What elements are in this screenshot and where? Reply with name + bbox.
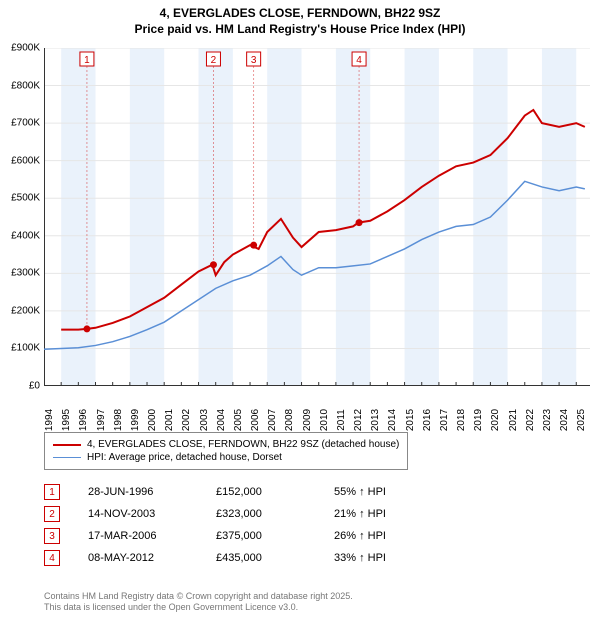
x-tick-label: 2022 <box>525 409 536 431</box>
x-tick-label: 2004 <box>216 409 227 431</box>
x-tick-label: 2023 <box>542 409 553 431</box>
sale-price: £375,000 <box>216 530 306 542</box>
y-tick-label: £800K <box>11 80 40 91</box>
footer-line-2: This data is licensed under the Open Gov… <box>44 602 353 614</box>
x-tick-label: 1995 <box>61 409 72 431</box>
x-tick-label: 2025 <box>576 409 587 431</box>
x-tick-label: 2012 <box>353 409 364 431</box>
sale-marker: 1 <box>44 484 60 500</box>
x-tick-label: 2009 <box>302 409 313 431</box>
svg-text:1: 1 <box>84 55 90 66</box>
x-tick-label: 2005 <box>233 409 244 431</box>
x-tick-label: 2006 <box>250 409 261 431</box>
plot-area: 1 2 3 4 <box>44 48 590 386</box>
footer-line-1: Contains HM Land Registry data © Crown c… <box>44 591 353 603</box>
x-tick-label: 2015 <box>405 409 416 431</box>
sale-delta: 21% ↑ HPI <box>334 508 424 520</box>
sale-row: 4 08-MAY-2012 £435,000 33% ↑ HPI <box>44 550 424 566</box>
x-tick-label: 2000 <box>147 409 158 431</box>
x-tick-label: 2003 <box>199 409 210 431</box>
y-tick-label: £500K <box>11 193 40 204</box>
x-tick-label: 2010 <box>319 409 330 431</box>
x-tick-label: 2018 <box>456 409 467 431</box>
title-line-1: 4, EVERGLADES CLOSE, FERNDOWN, BH22 9SZ <box>0 6 600 22</box>
legend-item: 4, EVERGLADES CLOSE, FERNDOWN, BH22 9SZ … <box>53 439 399 450</box>
sale-delta: 55% ↑ HPI <box>334 486 424 498</box>
y-tick-label: £100K <box>11 343 40 354</box>
svg-text:2: 2 <box>211 55 217 66</box>
legend-label: 4, EVERGLADES CLOSE, FERNDOWN, BH22 9SZ … <box>87 439 399 450</box>
x-tick-label: 2016 <box>422 409 433 431</box>
footer: Contains HM Land Registry data © Crown c… <box>44 591 353 614</box>
sales-table: 1 28-JUN-1996 £152,000 55% ↑ HPI 2 14-NOV-200… <box>44 478 424 572</box>
sale-row: 1 28-JUN-1996 £152,000 55% ↑ HPI <box>44 484 424 500</box>
x-tick-label: 2019 <box>473 409 484 431</box>
y-tick-label: £200K <box>11 305 40 316</box>
y-tick-label: £300K <box>11 268 40 279</box>
sale-marker: 2 <box>44 506 60 522</box>
legend-swatch <box>53 457 81 458</box>
x-tick-label: 1994 <box>44 409 55 431</box>
x-tick-label: 1996 <box>78 409 89 431</box>
x-tick-label: 2017 <box>439 409 450 431</box>
svg-text:3: 3 <box>251 55 257 66</box>
x-tick-label: 2007 <box>267 409 278 431</box>
legend-item: HPI: Average price, detached house, Dors… <box>53 452 399 463</box>
x-tick-label: 1997 <box>96 409 107 431</box>
x-tick-label: 2001 <box>164 409 175 431</box>
sale-delta: 26% ↑ HPI <box>334 530 424 542</box>
x-tick-label: 1999 <box>130 409 141 431</box>
x-tick-label: 2024 <box>559 409 570 431</box>
sale-price: £435,000 <box>216 552 306 564</box>
plot-svg: 1 2 3 4 <box>44 48 590 386</box>
sale-date: 17-MAR-2006 <box>88 530 188 542</box>
chart-container: 4, EVERGLADES CLOSE, FERNDOWN, BH22 9SZ … <box>0 0 600 620</box>
chart-title: 4, EVERGLADES CLOSE, FERNDOWN, BH22 9SZ … <box>0 0 600 37</box>
sale-price: £152,000 <box>216 486 306 498</box>
x-axis: 1994 1995 1996 1997 1998 1999 2000 2001 2002 2003… <box>44 390 590 430</box>
legend: 4, EVERGLADES CLOSE, FERNDOWN, BH22 9SZ … <box>44 432 408 470</box>
sale-date: 08-MAY-2012 <box>88 552 188 564</box>
y-axis: £0£100K£200K£300K£400K£500K£600K£700K£80… <box>0 48 42 386</box>
y-tick-label: £0 <box>29 381 40 392</box>
legend-label: HPI: Average price, detached house, Dors… <box>87 452 282 463</box>
x-tick-label: 2002 <box>181 409 192 431</box>
y-tick-label: £700K <box>11 118 40 129</box>
x-tick-label: 1998 <box>113 409 124 431</box>
sale-price: £323,000 <box>216 508 306 520</box>
x-tick-label: 2021 <box>508 409 519 431</box>
sale-marker: 3 <box>44 528 60 544</box>
sale-delta: 33% ↑ HPI <box>334 552 424 564</box>
title-line-2: Price paid vs. HM Land Registry's House … <box>0 22 600 38</box>
x-tick-label: 2020 <box>490 409 501 431</box>
sale-row: 3 17-MAR-2006 £375,000 26% ↑ HPI <box>44 528 424 544</box>
y-tick-label: £400K <box>11 230 40 241</box>
svg-text:4: 4 <box>356 55 362 66</box>
sale-date: 28-JUN-1996 <box>88 486 188 498</box>
sale-row: 2 14-NOV-2003 £323,000 21% ↑ HPI <box>44 506 424 522</box>
y-tick-label: £600K <box>11 155 40 166</box>
y-tick-label: £900K <box>11 43 40 54</box>
x-tick-label: 2013 <box>370 409 381 431</box>
sale-marker: 4 <box>44 550 60 566</box>
sale-date: 14-NOV-2003 <box>88 508 188 520</box>
x-tick-label: 2011 <box>336 409 347 431</box>
x-tick-label: 2008 <box>284 409 295 431</box>
legend-swatch <box>53 444 81 446</box>
x-tick-label: 2014 <box>387 409 398 431</box>
